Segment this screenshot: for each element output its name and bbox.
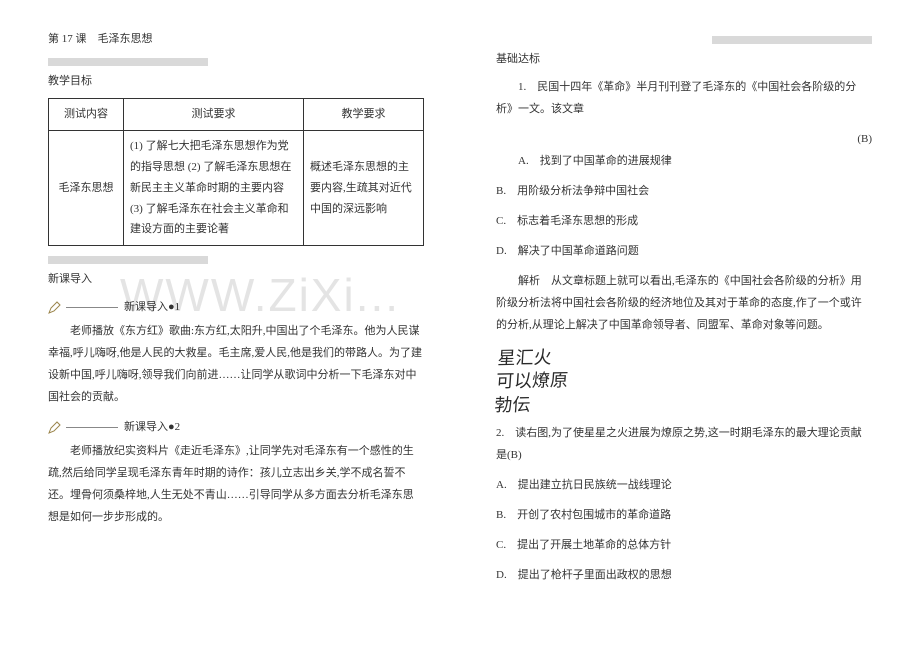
q1-option-d: D. 解决了中国革命道路问题 (496, 240, 872, 262)
q2-option-b: B. 开创了农村包围城市的革命道路 (496, 504, 872, 526)
q1-stem: 1. 民国十四年《革命》半月刊刊登了毛泽东的《中国社会各阶级的分析》一文。该文章 (496, 76, 872, 120)
section-basic: 基础达标 (496, 48, 872, 70)
divider-bar (48, 58, 208, 66)
lead-1-label: 新课导入●1 (124, 296, 180, 318)
col-header: 教学要求 (304, 99, 424, 131)
q2-stem: 2. 读右图,为了使星星之火进展为燎原之势,这一时期毛泽东的最大理论贡献是(B) (496, 422, 872, 466)
objectives-table: 测试内容 测试要求 教学要求 毛泽东思想 (1) 了解七大把毛泽东思想作为党的指… (48, 98, 424, 246)
col-header: 测试要求 (124, 99, 304, 131)
section-intro: 新课导入 (48, 268, 424, 290)
divider-bar (712, 36, 872, 44)
cell-requirements: (1) 了解七大把毛泽东思想作为党的指导思想 (2) 了解毛泽东思想在新民主主义… (124, 130, 304, 245)
lead-1-paragraph: 老师播放《东方红》歌曲:东方红,太阳升,中国出了个毛泽东。他为人民谋幸福,呼儿嗨… (48, 320, 424, 408)
q1-stem-text: 1. 民国十四年《革命》半月刊刊登了毛泽东的《中国社会各阶级的分析》一文。该文章 (496, 81, 856, 115)
lesson-title: 第 17 课 毛泽东思想 (48, 28, 424, 50)
q2-option-a: A. 提出建立抗日民族统一战线理论 (496, 474, 872, 496)
q1-option-b: B. 用阶级分析法争辩中国社会 (496, 180, 872, 202)
pencil-icon (48, 300, 62, 314)
lead-2-label: 新课导入●2 (124, 416, 180, 438)
pencil-icon (48, 420, 62, 434)
section-objectives: 教学目标 (48, 70, 424, 92)
lead-2-paragraph: 老师播放纪实资料片《走近毛泽东》,让同学先对毛泽东有一个感性的生疏,然后给同学呈… (48, 440, 424, 528)
cell-teaching: 概述毛泽东思想的主要内容,生疏其对近代中国的深远影响 (304, 130, 424, 245)
right-column: 基础达标 1. 民国十四年《革命》半月刊刊登了毛泽东的《中国社会各阶级的分析》一… (460, 0, 920, 651)
col-header: 测试内容 (49, 99, 124, 131)
q1-explain: 解析 从文章标题上就可以看出,毛泽东的《中国社会各阶级的分析》用阶级分析法将中国… (496, 270, 872, 336)
left-column: 第 17 课 毛泽东思想 教学目标 测试内容 测试要求 教学要求 毛泽东思想 (… (0, 0, 460, 651)
cell-content: 毛泽东思想 (49, 130, 124, 245)
q2-option-d: D. 提出了枪杆子里面出政权的思想 (496, 564, 872, 586)
divider-bar (48, 256, 208, 264)
q1-answer: (B) (857, 128, 872, 150)
table-row: 毛泽东思想 (1) 了解七大把毛泽东思想作为党的指导思想 (2) 了解毛泽东思想… (49, 130, 424, 245)
handwriting-block: 星汇火 可以燎原 勃伝 (494, 341, 875, 418)
q1-option-a: A. 找到了中国革命的进展规律 (496, 150, 872, 172)
lead-underline (66, 427, 118, 428)
lead-in-2-header: 新课导入●2 (48, 416, 424, 438)
q2-option-c: C. 提出了开展土地革命的总体方针 (496, 534, 872, 556)
table-header-row: 测试内容 测试要求 教学要求 (49, 99, 424, 131)
q1-option-c: C. 标志着毛泽东思想的形成 (496, 210, 872, 232)
lead-in-1-header: 新课导入●1 (48, 296, 424, 318)
lead-underline (66, 307, 118, 308)
